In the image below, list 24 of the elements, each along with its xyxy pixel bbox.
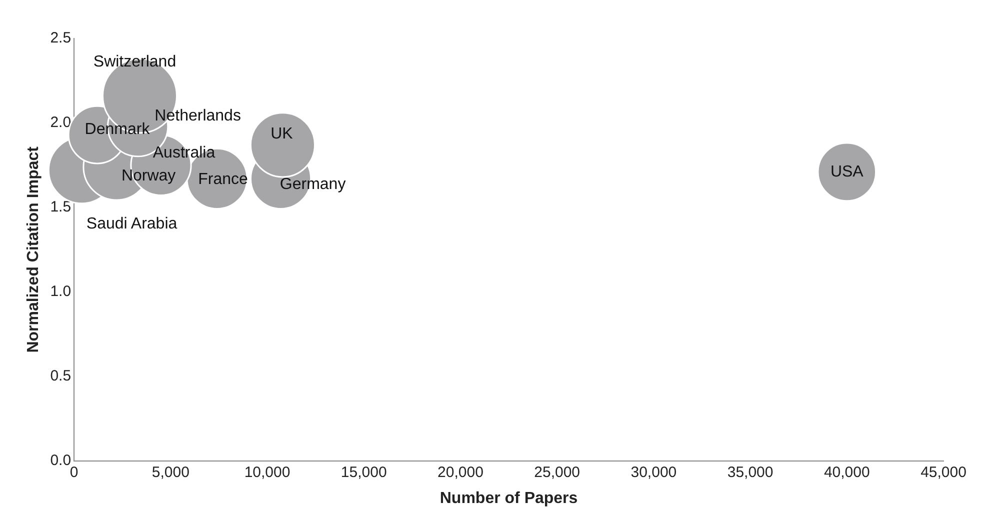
series-label: UK [270,125,294,142]
y-tick-label: 0.5 [50,367,72,384]
x-tick-label: 30,000 [630,464,677,481]
x-tick-label: 40,000 [824,464,870,481]
x-tick-label: 0 [70,464,78,481]
y-tick-label: 2.0 [50,114,72,132]
x-tick-label: 15,000 [340,464,387,481]
series-label: USA [830,163,864,180]
y-tick-label: 1.5 [50,198,72,216]
series-label: Netherlands [154,108,241,125]
y-tick-label: 2.5 [50,30,72,47]
series-label: Switzerland [93,53,176,70]
x-tick-label: 10,000 [244,464,290,481]
series-label: Saudi Arabia [86,216,178,233]
x-tick-label: 25,000 [534,464,580,481]
series-label: Germany [280,176,346,194]
x-axis-title: Number of Papers [440,490,578,507]
x-tick-label: 20,000 [438,464,484,481]
y-axis-title: Normalized Citation Impact [25,146,42,353]
x-tick-label: 5,000 [152,464,190,481]
x-tick-label: 45,000 [920,464,966,481]
x-tick-label: 35,000 [727,464,774,481]
y-tick-label: 1.0 [50,283,72,300]
y-tick-label: 0.0 [50,452,72,469]
